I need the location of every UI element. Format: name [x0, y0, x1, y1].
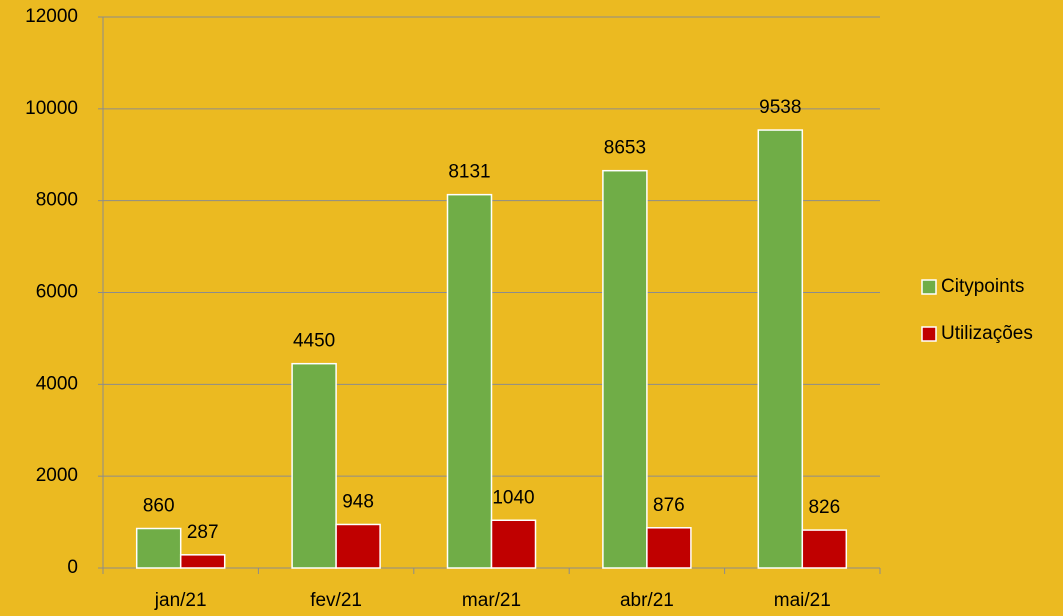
y-tick-label: 4000 [36, 373, 78, 394]
data-label: 8653 [604, 138, 646, 159]
x-tick-label: abr/21 [620, 590, 674, 611]
bar [602, 169, 648, 569]
bar [801, 529, 848, 569]
data-label: 8131 [448, 162, 490, 183]
bar [646, 527, 692, 569]
y-tick-label: 0 [67, 557, 78, 578]
x-tick-label: mai/21 [774, 590, 831, 611]
data-label: 876 [653, 495, 685, 516]
x-tick-label: fev/21 [310, 590, 362, 611]
legend-swatch [921, 279, 937, 295]
y-tick-label: 8000 [36, 190, 78, 211]
bar [446, 193, 493, 569]
bar [335, 523, 381, 569]
y-tick-label: 10000 [25, 98, 78, 119]
legend-swatch [921, 326, 937, 342]
bar [179, 554, 226, 569]
x-tick-label: jan/21 [154, 590, 207, 611]
y-tick-label: 12000 [25, 6, 78, 27]
y-tick-label: 2000 [36, 465, 78, 486]
data-label: 860 [143, 496, 175, 517]
data-label: 4450 [293, 331, 335, 352]
bar [291, 362, 337, 569]
data-label: 948 [342, 491, 374, 512]
legend-label: Utilizações [941, 323, 1033, 344]
data-label: 9538 [759, 97, 801, 118]
x-tick-label: mar/21 [462, 590, 521, 611]
data-label: 287 [187, 522, 219, 543]
legend-label: Citypoints [941, 276, 1024, 297]
bar [135, 527, 182, 569]
bar [490, 519, 537, 569]
data-label: 1040 [492, 487, 534, 508]
data-label: 826 [808, 497, 840, 518]
bar [757, 129, 804, 569]
y-tick-label: 6000 [36, 282, 78, 303]
